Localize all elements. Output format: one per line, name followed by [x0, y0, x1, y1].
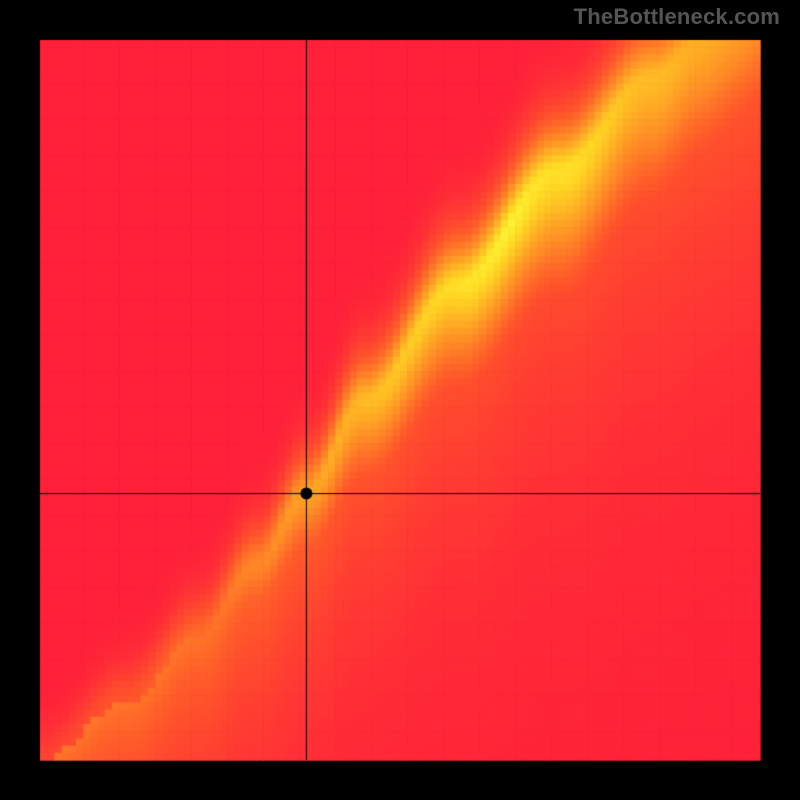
watermark-text: TheBottleneck.com [574, 4, 780, 30]
bottleneck-heatmap [0, 0, 800, 800]
